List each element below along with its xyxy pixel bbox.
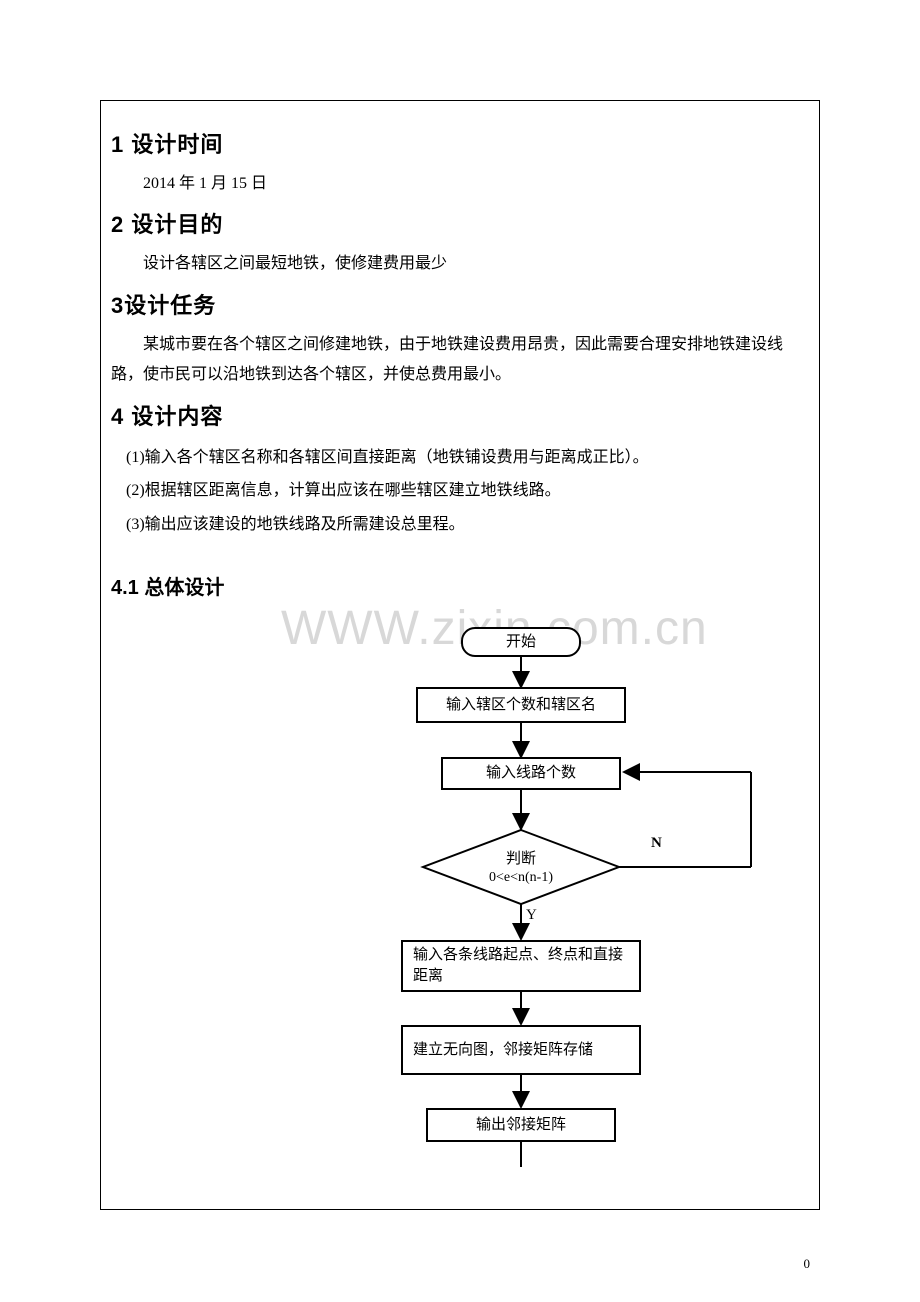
flowchart-decision-label-bottom: 0<e<n(n-1) [471,870,571,886]
flowchart-input-line-count: 输入线路个数 [441,757,621,790]
heading-section-2: 2 设计目的 [111,207,789,239]
heading-section-1: 1 设计时间 [111,127,789,159]
document-content: 1 设计时间 2014 年 1 月 15 日 2 设计目的 设计各辖区之间最短地… [101,127,789,600]
flowchart-input-routes: 输入各条线路起点、终点和直接距离 [401,940,641,992]
heading-section-4: 4 设计内容 [111,399,789,431]
heading-section-4-1: 4.1 总体设计 [111,571,789,600]
flowchart-start: 开始 [461,627,581,657]
flowchart-n-label: N [651,835,662,852]
text-design-purpose: 设计各辖区之间最短地铁，使修建费用最少 [111,249,789,279]
heading-section-3: 3设计任务 [111,288,789,320]
text-design-task: 某城市要在各个辖区之间修建地铁，由于地铁建设费用昂贵，因此需要合理安排地铁建设线… [111,330,789,391]
text-design-date: 2014 年 1 月 15 日 [111,169,789,199]
flowchart-diagram: 开始 输入辖区个数和辖区名 输入线路个数 判断 0<e<n(n-1) Y N 输… [321,627,791,1197]
flowchart-output-matrix: 输出邻接矩阵 [426,1108,616,1142]
list-item-2: (2)根据辖区距离信息，计算出应该在哪些辖区建立地铁线路。 [126,474,789,508]
list-item-1: (1)输入各个辖区名称和各辖区间直接距离（地铁铺设费用与距离成正比）。 [126,441,789,475]
flowchart-build-graph: 建立无向图，邻接矩阵存储 [401,1025,641,1075]
flowchart-input-districts: 输入辖区个数和辖区名 [416,687,626,723]
page-content-frame: 1 设计时间 2014 年 1 月 15 日 2 设计目的 设计各辖区之间最短地… [100,100,820,1210]
flowchart-y-label: Y [526,907,537,924]
page-number: 0 [804,1256,811,1272]
flowchart-decision-label-top: 判断 [496,847,546,868]
list-item-3: (3)输出应该建设的地铁线路及所需建设总里程。 [126,508,789,542]
